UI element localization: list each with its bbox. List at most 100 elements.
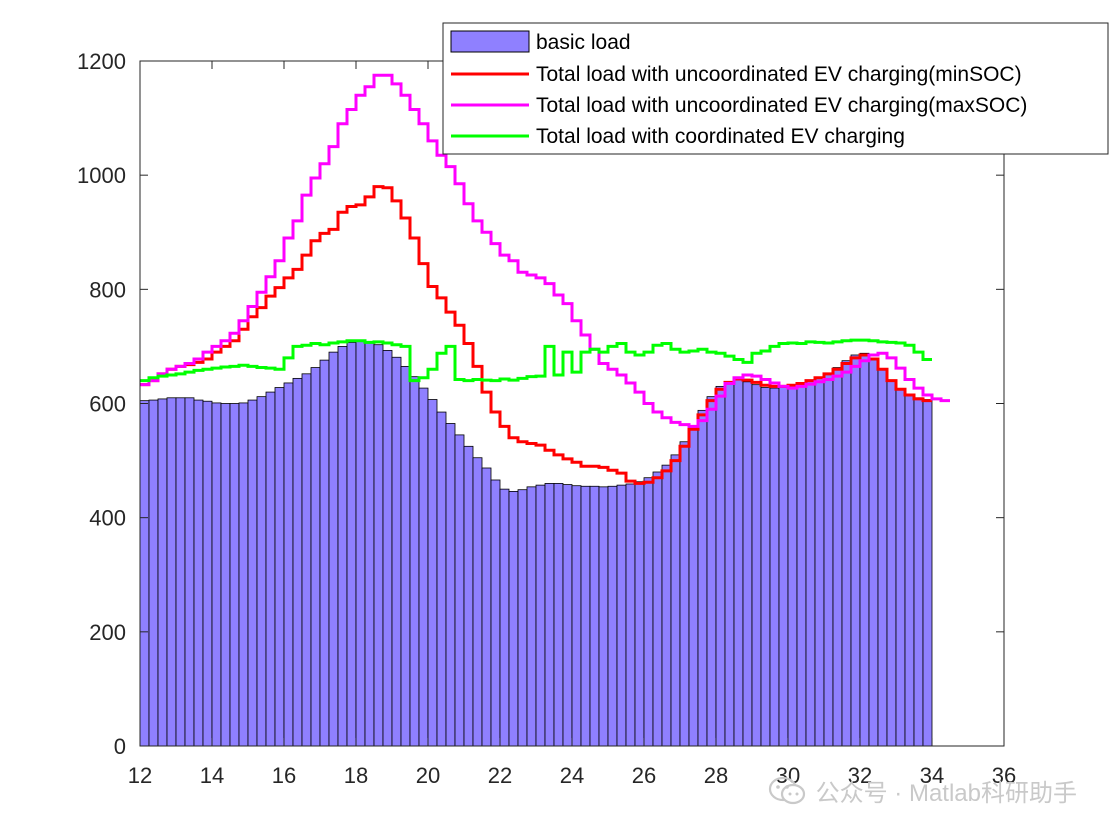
bar-28	[391, 356, 402, 747]
x-tick-label: 14	[200, 763, 224, 788]
x-tick-label: 12	[128, 763, 152, 788]
bar-13	[256, 396, 267, 747]
bar-0	[139, 400, 150, 747]
bar-83	[886, 380, 897, 747]
bar-19	[310, 367, 321, 747]
bar-20	[319, 359, 330, 747]
bar-31	[418, 387, 429, 747]
bar-40	[499, 488, 510, 747]
bar-47	[562, 484, 573, 747]
x-tick-label: 20	[416, 763, 440, 788]
x-tick-label: 18	[344, 763, 368, 788]
bar-18	[301, 373, 312, 747]
x-tick-label: 24	[560, 763, 584, 788]
bar-35	[454, 434, 465, 747]
bar-53	[616, 484, 627, 747]
x-tick-label: 26	[632, 763, 656, 788]
bar-24	[355, 340, 366, 747]
y-axis: 0 200 400 600 800 1000 1200	[77, 49, 1004, 759]
bar-72	[787, 385, 798, 747]
bar-78	[841, 360, 852, 747]
y-tick-label: 1000	[77, 163, 126, 188]
bar-23	[346, 342, 357, 747]
legend-label-minsoc: Total load with uncoordinated EV chargin…	[536, 63, 1022, 86]
bar-series-basic-load	[139, 340, 933, 747]
legend-label-maxsoc: Total load with uncoordinated EV chargin…	[536, 94, 1027, 117]
bar-81	[868, 358, 879, 747]
bar-75	[814, 377, 825, 747]
bar-5	[184, 397, 195, 747]
bar-22	[337, 346, 348, 747]
bar-4	[175, 397, 186, 747]
bar-3	[166, 397, 177, 747]
bar-77	[832, 367, 843, 747]
bar-87	[922, 399, 933, 747]
bar-74	[805, 380, 816, 747]
x-tick-label: 34	[920, 763, 944, 788]
bar-84	[895, 388, 906, 747]
bar-12	[247, 399, 258, 747]
bar-39	[490, 479, 501, 747]
bar-21	[328, 351, 339, 747]
bar-34	[445, 423, 456, 747]
bar-29	[400, 365, 411, 747]
line-coordinated	[140, 338, 932, 383]
bar-17	[292, 377, 303, 747]
bar-69	[760, 387, 771, 747]
bar-56	[643, 477, 654, 747]
bar-54	[625, 483, 636, 747]
bar-73	[796, 383, 807, 747]
line-series-group	[140, 73, 950, 485]
bar-2	[157, 398, 168, 747]
bar-59	[670, 454, 681, 747]
bar-27	[382, 350, 393, 747]
bar-36	[463, 445, 474, 747]
bar-68	[751, 384, 762, 747]
bar-62	[697, 409, 708, 747]
wechat-icon	[768, 776, 805, 804]
bar-66	[733, 379, 744, 747]
y-tick-label: 600	[89, 392, 126, 417]
bar-25	[364, 341, 375, 747]
bar-14	[265, 391, 276, 747]
bar-79	[850, 354, 861, 747]
bar-9	[220, 403, 231, 747]
bar-61	[688, 425, 699, 747]
bar-7	[202, 400, 213, 747]
bar-65	[724, 381, 735, 747]
bar-44	[535, 484, 546, 747]
line-maxsoc	[140, 73, 950, 428]
legend-label-basic-load: basic load	[536, 31, 631, 54]
bar-15	[274, 387, 285, 747]
x-axis: 12 14 16 18 20 22 24 26 28 30 32 34 36	[128, 61, 1016, 788]
bar-43	[526, 486, 537, 747]
legend: basic load Total load with uncoordinated…	[442, 22, 1109, 155]
bar-48	[571, 485, 582, 747]
line-minsoc	[140, 185, 932, 485]
bar-55	[634, 481, 645, 747]
bar-86	[913, 397, 924, 747]
bar-1	[148, 399, 159, 747]
bar-57	[652, 471, 663, 747]
x-tick-label: 16	[272, 763, 296, 788]
bar-63	[706, 396, 717, 747]
bar-10	[229, 403, 240, 747]
y-tick-label: 800	[89, 277, 126, 302]
bar-52	[607, 485, 618, 747]
bar-26	[373, 344, 384, 747]
bar-76	[823, 373, 834, 747]
watermark-text: 公众号 · Matlab科研助手	[815, 780, 1077, 807]
bar-70	[769, 387, 780, 747]
y-tick-label: 0	[114, 734, 126, 759]
bar-85	[904, 394, 915, 747]
watermark: 公众号 · Matlab科研助手	[768, 773, 1077, 808]
bar-49	[580, 485, 591, 747]
bar-80	[859, 352, 870, 747]
bar-71	[778, 387, 789, 747]
bar-6	[193, 399, 204, 747]
bar-82	[877, 368, 888, 747]
bar-45	[544, 483, 555, 747]
bar-67	[742, 381, 753, 747]
x-tick-label: 28	[704, 763, 728, 788]
